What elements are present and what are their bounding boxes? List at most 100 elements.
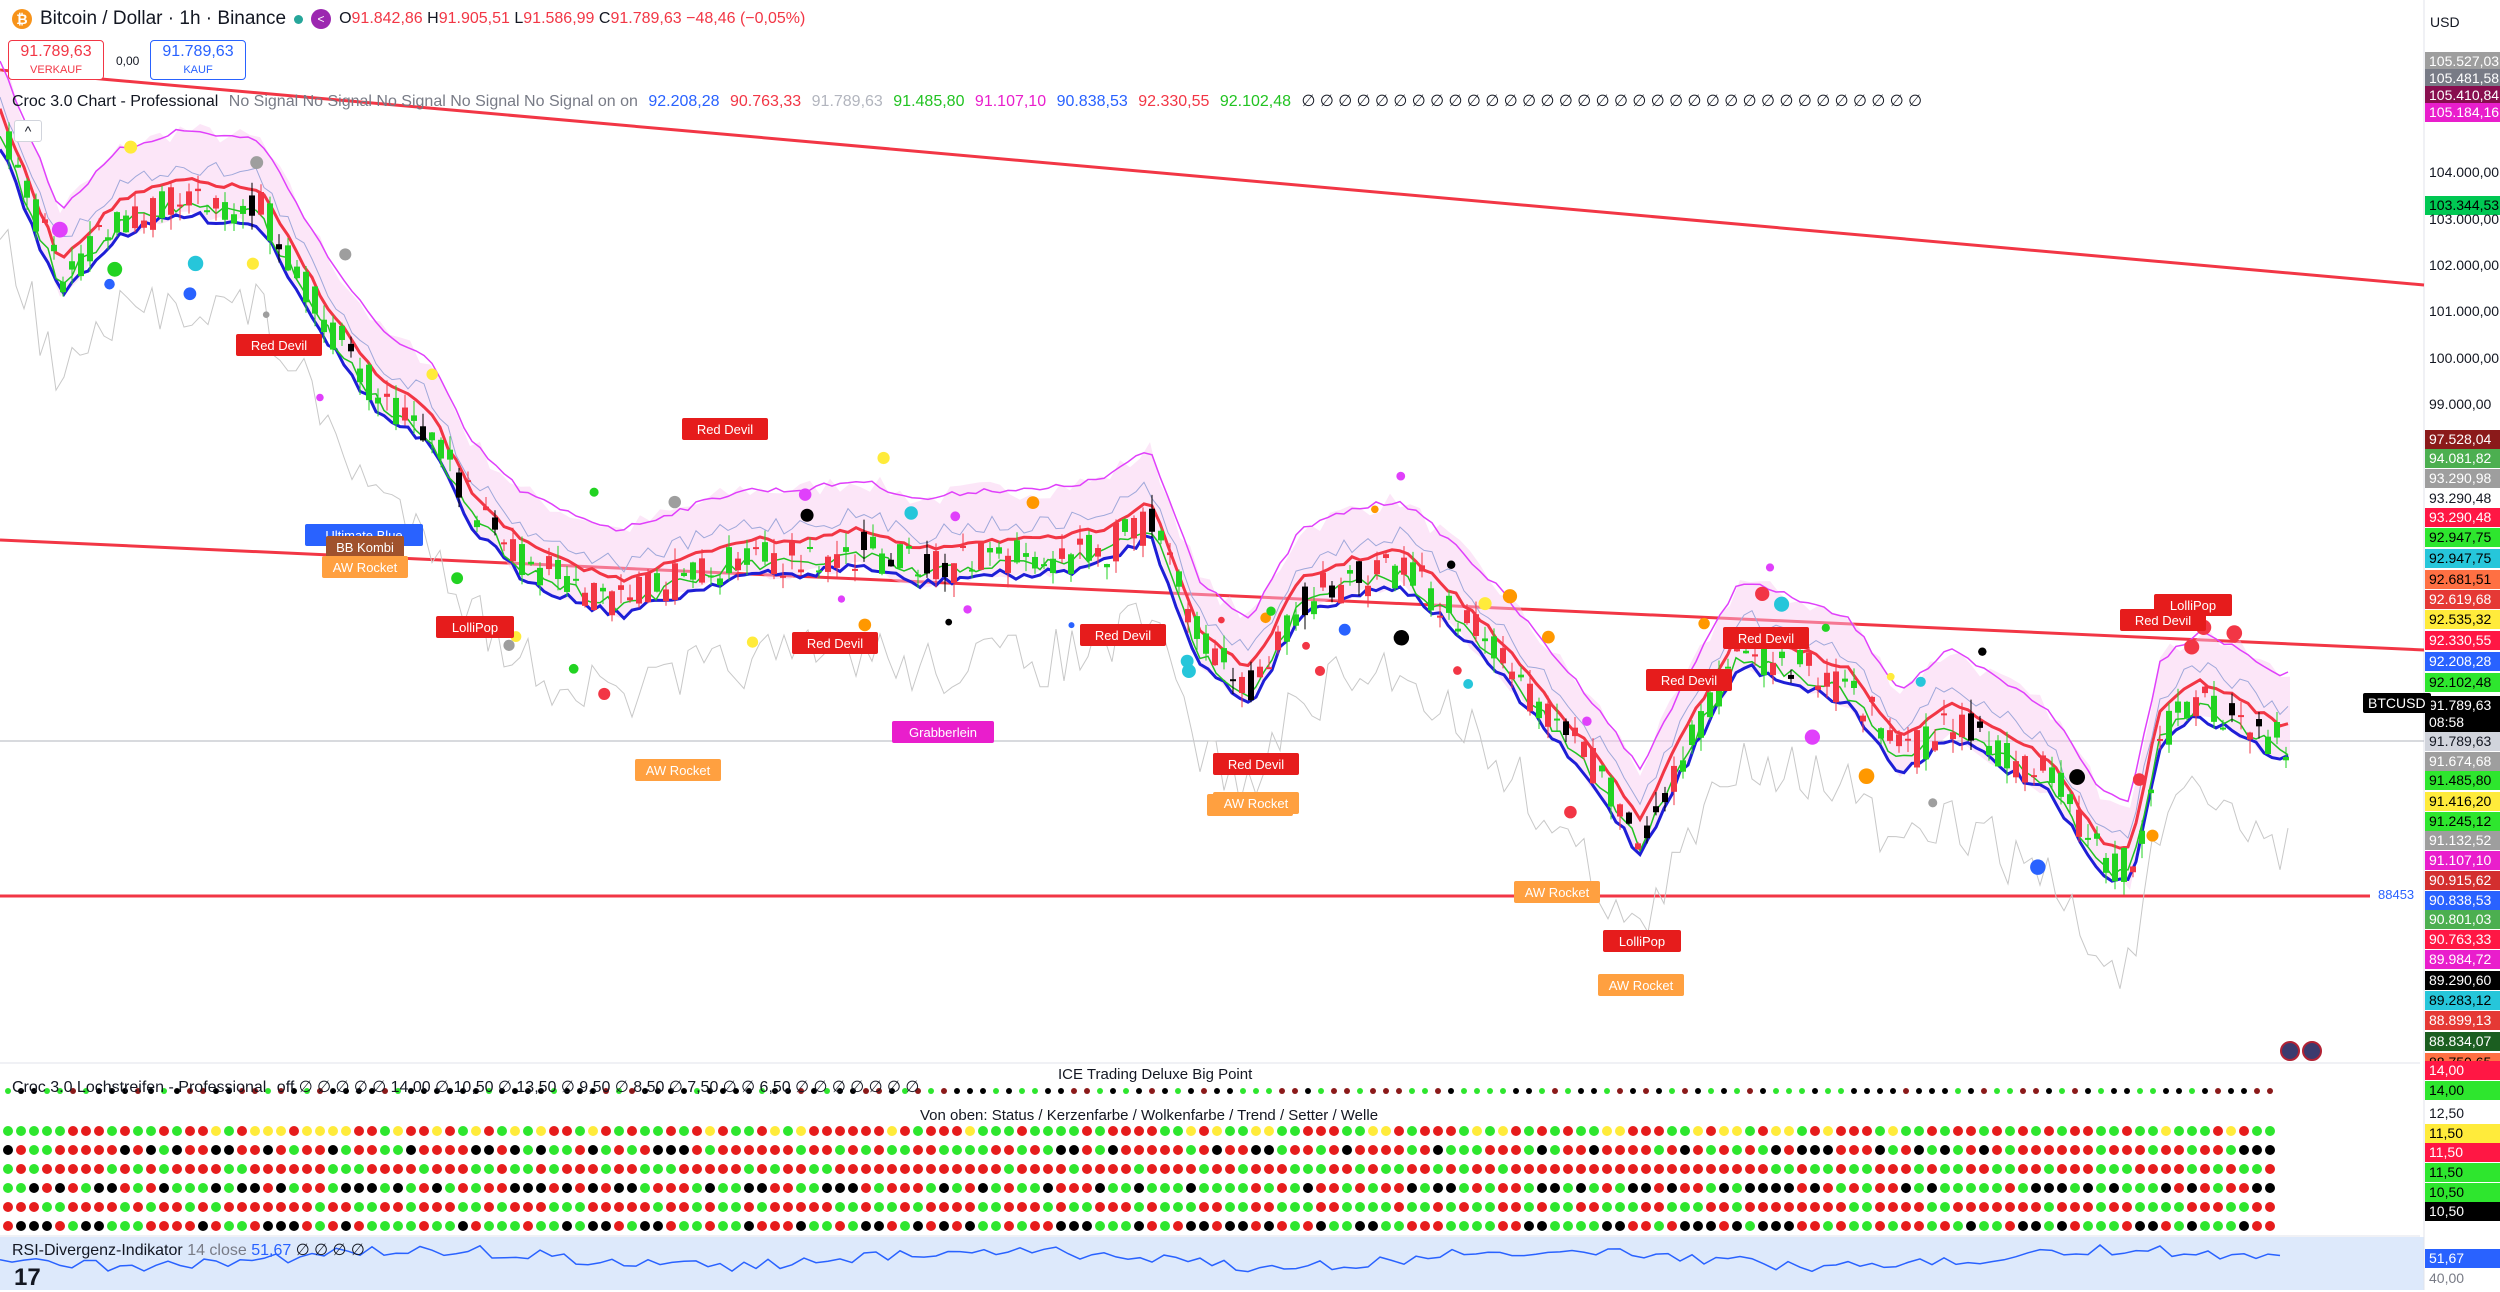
lochstreifen-dot [2083,1164,2093,1174]
lochstreifen-dot [939,1183,949,1193]
lochstreifen-dot [978,1202,988,1212]
candle-body [1176,571,1182,587]
lochstreifen-dot [1732,1145,1742,1155]
signal-dot [2146,829,2159,842]
candle-body [1797,649,1803,665]
lochstreifen-dot [1888,1145,1898,1155]
signal-dot [1804,729,1821,745]
candle-body [2148,789,2154,794]
rsi-params: 14 close [187,1242,247,1259]
rsi-legend[interactable]: RSI-Divergenz-Indikator 14 close 51,67 ∅… [12,1240,365,1260]
lochstreifen-dot [68,1164,78,1174]
lochstreifen-dot [627,1202,637,1212]
candle-body [1545,703,1551,727]
lochstreifen-dot [276,1126,286,1136]
lochstreifen-dot [42,1164,52,1174]
lochstreifen-dot [1017,1221,1027,1231]
lochstreifen-dot [380,1126,390,1136]
lochstreifen-dot [211,1164,221,1174]
croc-chart-indicator-legend[interactable]: Croc 3.0 Chart - Professional No Signal … [12,91,1928,111]
lochstreifen-dot [1277,1183,1287,1193]
lochstreifen-dot [1095,1126,1105,1136]
lochstreifen-dot [432,1202,442,1212]
ice-dot [1656,1088,1662,1094]
signal-label-box [1213,753,1299,775]
ice-dot [57,1088,63,1094]
candle-body [681,572,687,577]
ice-dot [2202,1088,2208,1094]
lochstreifen-dot [1524,1164,1534,1174]
lochstreifen-dot [614,1202,624,1212]
lochstreifen-dot [1355,1164,1365,1174]
lochstreifen-dot [2213,1221,2223,1231]
ice-dot [1838,1088,1844,1094]
ice-dot [889,1088,895,1094]
candle-body [1959,714,1965,738]
lochstreifen-dot [159,1183,169,1193]
candle-body [492,517,498,530]
signal-dot [2226,625,2243,641]
lochstreifen-dot [2135,1202,2145,1212]
candle-body [1968,713,1974,741]
lochstreifen-dot [1771,1202,1781,1212]
lochstreifen-dot [1693,1221,1703,1231]
candle-body [1212,648,1218,666]
lochstreifen-dot [1992,1145,2002,1155]
candle-body [519,544,525,576]
lochstreifen-dot [81,1145,91,1155]
signal-label-box [436,616,514,638]
lochstreifen-dot [1875,1145,1885,1155]
lochstreifen-dot [1836,1145,1846,1155]
ice-dot [1396,1088,1402,1094]
lochstreifen-dot [1901,1126,1911,1136]
lochstreifen-dot [354,1221,364,1231]
lochstreifen-dot [1680,1126,1690,1136]
lochstreifen-dot [757,1126,767,1136]
lochstreifen-dot [1641,1202,1651,1212]
buy-label: KAUF [183,64,213,76]
lochstreifen-dot [1732,1202,1742,1212]
candle-body [2247,732,2253,740]
lochstreifen-dot [445,1202,455,1212]
lochstreifen-dot [1420,1202,1430,1212]
lochstreifen-dot [575,1221,585,1231]
lochstreifen-dot [978,1183,988,1193]
signal-dot [877,451,890,465]
lochstreifen-dot [1550,1183,1560,1193]
symbol-title[interactable]: Bitcoin / Dollar · 1h · Binance [40,8,287,29]
lochstreifen-values: off ∅ ∅ ∅ ∅ ∅ 14,00 ∅ 10,50 ∅ 13,50 ∅ 9,… [276,1079,920,1096]
ice-dot [44,1088,50,1094]
lochstreifen-dot [692,1183,702,1193]
lochstreifen-dot [16,1145,26,1155]
lochstreifen-legend[interactable]: Croc 3.0 Lochstreifen - Professional off… [12,1077,919,1097]
sell-button[interactable]: 91.789,63 VERKAUF [8,40,104,80]
signal-dot [246,257,259,270]
currency-label[interactable]: USD [2430,14,2460,30]
tradingview-logo-icon[interactable]: 17 [14,1264,41,1291]
lochstreifen-dot [614,1145,624,1155]
buy-button[interactable]: 91.789,63 KAUF [150,40,246,80]
ice-dot [174,1088,180,1094]
lochstreifen-dot [1225,1221,1235,1231]
share-icon[interactable]: < [311,9,332,29]
lochstreifen-dot [1394,1145,1404,1155]
lochstreifen-dot [1537,1126,1547,1136]
lochstreifen-dot [211,1183,221,1193]
lochstreifen-dot [1628,1221,1638,1231]
lochstreifen-dot [1654,1126,1664,1136]
lochstreifen-dot [1160,1221,1170,1231]
lochstreifen-dot [1498,1164,1508,1174]
lochstreifen-dot [1420,1183,1430,1193]
candle-body [2103,857,2109,873]
lochstreifen-dot [640,1202,650,1212]
collapse-legend-button[interactable]: ^ [14,120,42,142]
lochstreifen-dot [1420,1126,1430,1136]
candle-body [213,197,219,209]
candle-body [501,542,507,545]
candle-body [609,591,615,616]
lochstreifen-dot [1511,1145,1521,1155]
rsi-name: RSI-Divergenz-Indikator [12,1242,183,1259]
lochstreifen-dot [874,1221,884,1231]
lochstreifen-dot [3,1126,13,1136]
